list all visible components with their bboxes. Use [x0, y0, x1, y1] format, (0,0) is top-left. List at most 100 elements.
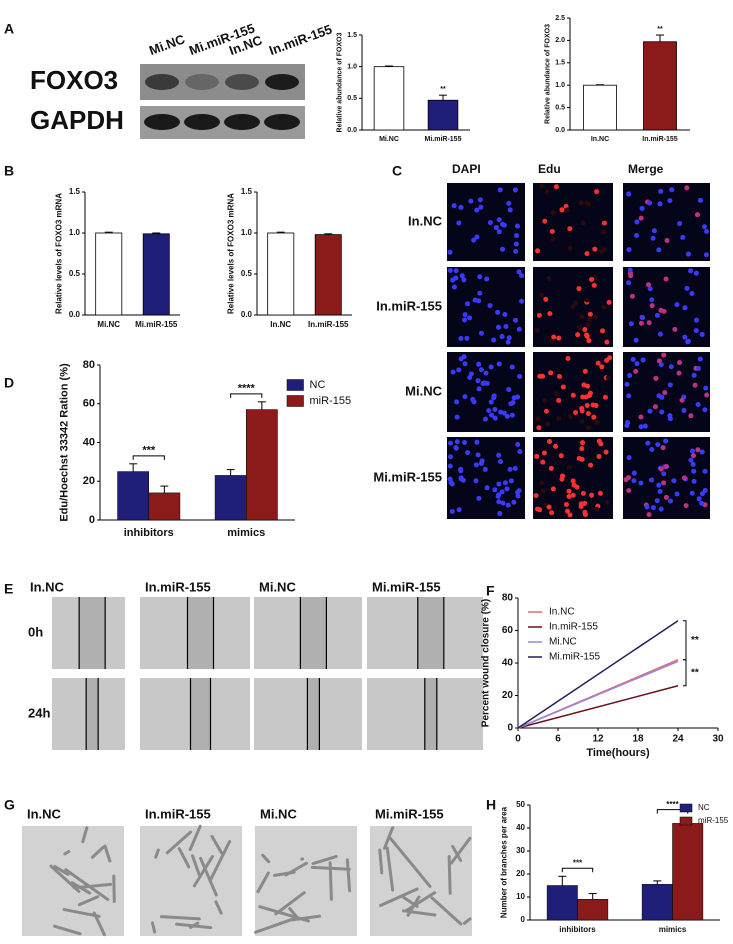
nucleus — [496, 361, 502, 367]
tube — [188, 824, 202, 851]
y-tick-label: 1.0 — [241, 228, 253, 237]
nucleus — [464, 335, 470, 341]
nucleus — [586, 316, 592, 322]
nucleus — [458, 204, 464, 210]
tube — [90, 845, 105, 859]
nucleus — [573, 300, 579, 306]
nucleus — [460, 477, 466, 483]
bar — [148, 492, 181, 521]
tube — [449, 836, 472, 865]
y-axis-title: Relative levels of FOXO3 mRNA — [55, 193, 64, 314]
nucleus — [626, 455, 632, 461]
nucleus — [633, 337, 639, 343]
nucleus — [580, 440, 586, 446]
y-tick-label: 0 — [521, 915, 526, 924]
nucleus — [650, 505, 656, 511]
nucleus — [458, 356, 464, 362]
nucleus — [482, 466, 488, 472]
tube — [63, 850, 71, 856]
column-label: Mi.NC — [259, 579, 296, 594]
nucleus — [585, 322, 591, 328]
bar — [577, 899, 609, 921]
nucleus — [550, 236, 556, 242]
tube — [192, 855, 214, 888]
row-label: In.NC — [408, 213, 443, 228]
y-tick-label: 60 — [83, 398, 95, 410]
y-axis-title: Relative abundance of FOXO3 — [336, 32, 343, 132]
y-tick-label: 40 — [502, 658, 514, 669]
nucleus — [658, 362, 664, 368]
nucleus — [690, 461, 696, 467]
nucleus — [649, 477, 655, 483]
nucleus — [679, 397, 685, 403]
nucleus — [451, 284, 457, 290]
nucleus — [649, 446, 655, 452]
wound — [417, 597, 444, 669]
nucleus — [513, 317, 519, 323]
nucleus — [644, 504, 650, 510]
nucleus — [567, 226, 573, 232]
nucleus — [566, 465, 572, 471]
nucleus — [506, 387, 512, 393]
nucleus — [504, 486, 510, 492]
tube — [256, 871, 270, 894]
significance-label: *** — [142, 445, 156, 457]
nucleus — [626, 191, 632, 197]
tube — [254, 916, 298, 934]
y-tick-label: 1.0 — [555, 82, 565, 89]
tube — [165, 830, 193, 855]
nucleus — [642, 423, 648, 429]
nucleus — [474, 207, 480, 213]
y-tick-label: 0.5 — [69, 269, 81, 278]
x-tick-label: mimics — [227, 527, 265, 539]
nucleus — [512, 465, 518, 471]
nucleus — [472, 297, 478, 303]
nucleus — [668, 364, 674, 370]
tube — [64, 868, 110, 901]
micrograph — [533, 352, 613, 432]
y-tick-label: 0 — [507, 723, 513, 734]
nucleus — [640, 357, 646, 363]
nucleus — [585, 411, 591, 417]
nucleus — [634, 233, 640, 239]
nucleus — [447, 476, 453, 482]
nucleus — [601, 304, 607, 310]
significance-label: **** — [666, 800, 679, 809]
nucleus — [652, 404, 658, 410]
x-tick-label: Mi.miR-155 — [135, 320, 178, 329]
nucleus — [454, 399, 460, 405]
column-label: Mi.miR-155 — [372, 579, 441, 594]
significance-bracket — [683, 620, 687, 661]
nucleus — [486, 408, 492, 414]
column-label: In.miR-155 — [145, 806, 211, 821]
nucleus — [496, 229, 502, 235]
nucleus — [589, 492, 595, 498]
nucleus — [696, 496, 702, 502]
nucleus — [682, 334, 688, 340]
nucleus — [478, 204, 484, 210]
blot-band — [225, 74, 259, 90]
y-axis-title: Relative levels of FOXO3 mRNA — [227, 193, 236, 314]
nucleus — [649, 303, 655, 309]
nucleus — [447, 249, 453, 255]
tube — [261, 853, 271, 864]
nucleus — [544, 189, 550, 195]
panel-label: C — [392, 163, 402, 179]
nucleus — [587, 390, 593, 396]
nucleus — [628, 321, 634, 327]
y-tick-label: 20 — [83, 475, 95, 487]
blot-band — [145, 74, 179, 90]
nucleus — [604, 357, 610, 363]
nucleus — [540, 488, 546, 494]
wound — [300, 597, 327, 669]
nucleus — [546, 504, 552, 510]
nucleus — [517, 374, 523, 380]
nucleus — [650, 235, 656, 241]
y-tick-label: 0.5 — [555, 104, 565, 111]
nucleus — [682, 305, 688, 311]
nucleus — [656, 482, 662, 488]
x-tick-label: Mi.NC — [379, 136, 399, 143]
legend-label: NC — [698, 803, 710, 812]
nucleus — [565, 355, 571, 361]
y-tick-label: 0.0 — [555, 127, 565, 134]
